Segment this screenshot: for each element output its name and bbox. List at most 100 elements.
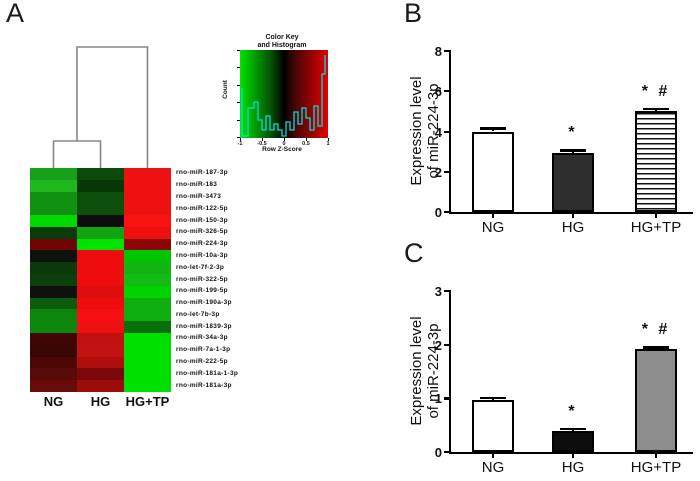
heatmap (30, 168, 171, 392)
heatmap-cell-ng (30, 344, 77, 357)
heatmap-column-label: HG (90, 394, 111, 409)
heatmap-row-label: rno-miR-181a-3p (176, 381, 232, 389)
heatmap-cell-hg (77, 321, 124, 333)
heatmap-cell-hg+tp (124, 191, 171, 204)
error-bar-stub (492, 128, 494, 132)
bar-hg-tp (635, 111, 677, 212)
dendrogram (52, 46, 149, 168)
heatmap-cell-hg (77, 368, 124, 381)
heatmap-row (30, 179, 171, 192)
y-axis-tick-label: 1 (434, 391, 442, 407)
y-axis-tick-label: 2 (434, 164, 442, 180)
y-axis-tick (444, 343, 450, 346)
color-key-title-line2: and Histogram (257, 42, 307, 49)
panel-b-bar-chart: B Expression level of miR-224-3p 0 2 4 6 8 NG HG *… (400, 0, 700, 241)
heatmap-row (30, 356, 171, 369)
bar-hg-tp (635, 348, 677, 452)
heatmap-row-label: rno-miR-190a-3p (176, 299, 232, 307)
error-bar-cap (560, 149, 586, 152)
heatmap-cell-ng (30, 191, 77, 204)
heatmap-cell-hg+tp (124, 203, 171, 216)
y-axis-tick (444, 170, 450, 173)
y-axis-title-line1: Expression level (408, 316, 425, 426)
heatmap-row-label: rno-miR-3473 (176, 192, 222, 200)
heatmap-row-label: rno-miR-224-3p (176, 240, 228, 248)
color-key-x-tick-label: -0.5 (257, 141, 267, 147)
panel-c-bar-chart: C Expression level of miR-224-3p 0 1 2 3 NG HG * H… (400, 240, 700, 481)
heatmap-row (30, 309, 171, 322)
heatmap-row-label: rno-miR-181a-1-3p (176, 369, 239, 377)
heatmap-row-labels: rno-miR-187-3p rno-miR-183 rno-miR-3473 rno… (176, 168, 286, 392)
heatmap-row (30, 238, 171, 251)
heatmap-row (30, 250, 171, 263)
heatmap-row-label: rno-miR-322-5p (176, 275, 228, 283)
x-axis-tick (655, 214, 657, 218)
color-key-y-tick (237, 50, 240, 51)
heatmap-cell-ng (30, 262, 77, 275)
color-key-x-tick-label: 0 (282, 141, 286, 147)
color-key-x-tick (240, 138, 241, 141)
bar-ng (472, 399, 514, 452)
heatmap-cell-hg+tp (124, 168, 171, 180)
color-key-y-tick (237, 137, 240, 138)
heatmap-cell-hg+tp (124, 238, 171, 251)
error-bar-cap (480, 127, 506, 130)
heatmap-cell-hg (77, 179, 124, 192)
y-axis-tick (444, 211, 450, 214)
heatmap-cell-ng (30, 321, 77, 333)
color-key: Color Key and Histogram Count -1 -0.5 0 0.5… (222, 34, 334, 158)
category-label-ng: NG (481, 219, 505, 236)
heatmap-cell-ng (30, 285, 77, 298)
heatmap-cell-hg+tp (124, 262, 171, 275)
panel-c-label: C (404, 238, 424, 268)
heatmap-column-label: HG+TP (125, 394, 170, 409)
significance-annotation: * (568, 402, 578, 420)
heatmap-row-label: rno-miR-122-5p (176, 204, 228, 212)
y-axis-tick (444, 290, 450, 293)
heatmap-cell-hg+tp (124, 274, 171, 286)
heatmap-row-label: rno-miR-10a-3p (176, 251, 228, 259)
heatmap-row-label: rno-miR-34a-3p (176, 334, 228, 342)
x-axis-tick (572, 454, 574, 458)
category-label-hg: HG (561, 459, 585, 476)
x-axis-line (449, 452, 693, 455)
heatmap-row (30, 215, 171, 227)
color-key-y-tick (237, 119, 240, 121)
heatmap-row (30, 368, 171, 381)
y-axis-tick (444, 451, 450, 454)
heatmap-row (30, 262, 171, 275)
heatmap-cell-hg+tp (124, 226, 171, 239)
heatmap-cell-hg (77, 262, 124, 275)
heatmap-cell-hg (77, 309, 124, 322)
heatmap-cell-ng (30, 250, 77, 263)
heatmap-cell-hg (77, 332, 124, 345)
significance-annotation: * # (641, 82, 671, 100)
color-key-x-tick-label: -1 (237, 141, 243, 147)
color-key-y-tick (237, 84, 240, 86)
heatmap-row (30, 191, 171, 204)
heatmap-cell-hg+tp (124, 344, 171, 357)
error-bar-cap (480, 396, 506, 400)
heatmap-cell-hg+tp (124, 356, 171, 369)
x-axis-tick (572, 214, 574, 218)
heatmap-row (30, 226, 171, 239)
heatmap-row (30, 344, 171, 357)
heatmap-row-label: rno-let-7b-3p (176, 310, 220, 318)
heatmap-cell-ng (30, 380, 77, 392)
y-axis-tick-label: 3 (434, 284, 442, 299)
category-label-hg: HG (561, 219, 585, 236)
y-axis-tick (444, 50, 450, 53)
heatmap-row-label: rno-miR-1839-3p (176, 322, 232, 330)
error-bar-cap (643, 107, 669, 111)
heatmap-row-label: rno-miR-7a-1-3p (176, 346, 231, 354)
x-axis-line (449, 212, 693, 215)
heatmap-cell-hg (77, 168, 124, 180)
y-axis-tick (444, 397, 450, 400)
heatmap-cell-hg+tp (124, 380, 171, 392)
heatmap-cell-hg+tp (124, 179, 171, 192)
color-key-x-tick (306, 138, 307, 141)
heatmap-cell-ng (30, 297, 77, 310)
heatmap-cell-hg (77, 203, 124, 216)
heatmap-cell-ng (30, 368, 77, 381)
